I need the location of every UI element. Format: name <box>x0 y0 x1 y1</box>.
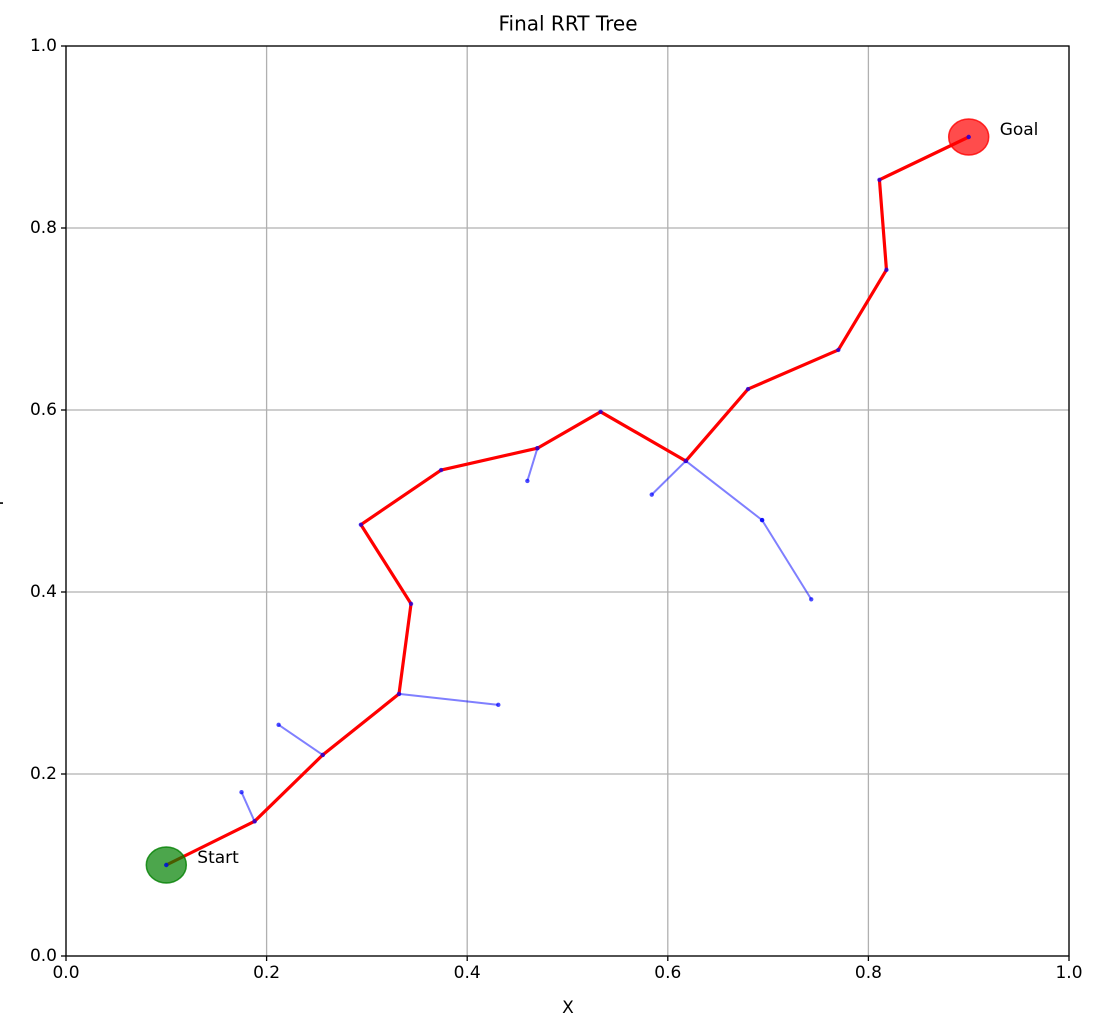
x-axis-label: X <box>562 998 574 1018</box>
tree-node <box>836 347 841 353</box>
y-tick-label: 0.2 <box>30 764 57 784</box>
y-axis-label: Y <box>0 497 8 509</box>
tree-node <box>598 409 603 415</box>
tree-node <box>438 467 444 473</box>
axes-frame <box>65 45 1070 957</box>
y-tick-label: 0.8 <box>30 218 57 238</box>
tree-edge <box>240 791 256 822</box>
tree-node <box>276 722 281 728</box>
y-tick-label: 0.6 <box>30 400 57 420</box>
x-tick-label: 0.4 <box>454 963 481 983</box>
x-tick-label: 0.6 <box>654 963 681 983</box>
tree-node <box>525 478 530 484</box>
x-tick-label: 0.8 <box>855 963 882 983</box>
chart-title: Final RRT Tree <box>498 12 637 36</box>
tree-node <box>396 691 402 697</box>
tree-node <box>877 177 882 182</box>
x-tick-label: 0.0 <box>52 963 79 983</box>
tree-node <box>496 702 501 708</box>
y-tick-label: 0.4 <box>30 582 57 602</box>
tree-node <box>745 386 751 392</box>
y-tick-label: 1.0 <box>30 36 57 56</box>
tree-node <box>759 517 765 523</box>
x-tick-label: 0.2 <box>253 963 280 983</box>
tree-edge <box>526 447 539 482</box>
tree-node <box>683 458 689 464</box>
tree-edge <box>278 724 324 756</box>
tree-node <box>252 819 257 824</box>
path-line <box>165 135 970 867</box>
tree-node <box>358 522 364 527</box>
goal-label: Goal <box>1000 120 1039 140</box>
y-tick-label: 0.0 <box>30 946 57 966</box>
tree-node <box>408 601 414 607</box>
tree-node <box>535 446 540 451</box>
tree-edge <box>761 519 813 600</box>
tree-node <box>239 790 244 795</box>
goal-dot <box>966 134 971 140</box>
tree-edge <box>685 460 763 521</box>
tree-node <box>809 597 814 602</box>
tree-node <box>884 267 889 273</box>
tree-node <box>649 492 654 497</box>
tree-edge <box>651 460 687 496</box>
start-label: Start <box>197 848 239 868</box>
start-dot <box>164 862 169 868</box>
tree-node <box>320 752 325 758</box>
x-tick-label: 1.0 <box>1055 963 1082 983</box>
tree-edge <box>398 692 499 706</box>
